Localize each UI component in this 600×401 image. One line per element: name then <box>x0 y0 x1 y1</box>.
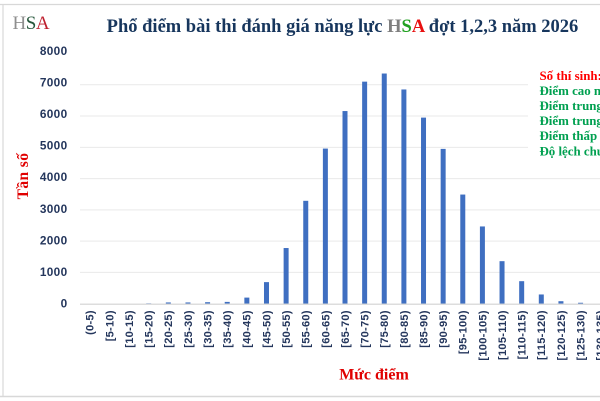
svg-text:3000: 3000 <box>40 202 68 216</box>
svg-text:Số thí sinh: 126.290: Số thí sinh: 126.290 <box>540 69 600 83</box>
svg-text:[80-85): [80-85) <box>399 310 411 348</box>
svg-text:[60-65): [60-65) <box>320 310 332 348</box>
svg-text:[40-45): [40-45) <box>242 310 254 348</box>
svg-text:Phổ điểm bài thi đánh giá năng: Phổ điểm bài thi đánh giá năng lực HSA đ… <box>107 17 579 37</box>
svg-text:Mức điểm: Mức điểm <box>339 366 409 383</box>
svg-text:[110-115): [110-115) <box>517 310 529 359</box>
svg-text:Tần số: Tần số <box>15 153 32 200</box>
svg-text:[15-20): [15-20) <box>144 310 156 348</box>
svg-text:[5-10): [5-10) <box>104 310 116 341</box>
svg-text:Điểm cao nhất: 135/150: Điểm cao nhất: 135/150 <box>540 84 600 98</box>
svg-text:[70-75): [70-75) <box>360 310 372 348</box>
svg-text:5000: 5000 <box>40 139 68 153</box>
svg-text:HSA: HSA <box>13 13 50 34</box>
svg-text:[25-30): [25-30) <box>183 310 195 348</box>
svg-text:1000: 1000 <box>40 265 68 279</box>
svg-text:[105-110): [105-110) <box>497 310 509 360</box>
svg-text:(0-5): (0-5) <box>85 310 97 335</box>
svg-text:[50-55): [50-55) <box>281 310 293 348</box>
svg-text:[130-135): [130-135) <box>595 310 600 360</box>
svg-text:7000: 7000 <box>40 75 68 89</box>
svg-text:[95-100): [95-100) <box>458 310 470 354</box>
svg-text:Độ lệch chuẩn: 13,9: Độ lệch chuẩn: 13,9 <box>540 144 600 158</box>
svg-text:[75-80): [75-80) <box>379 310 391 348</box>
svg-text:[35-40): [35-40) <box>222 310 234 348</box>
svg-text:4000: 4000 <box>40 170 68 184</box>
svg-text:6000: 6000 <box>40 107 68 121</box>
svg-text:8000: 8000 <box>40 44 68 58</box>
svg-text:Điểm thấp nhất: 31: Điểm thấp nhất: 31 <box>540 129 600 143</box>
svg-text:[115-120): [115-120) <box>536 310 548 360</box>
svg-text:[10-15): [10-15) <box>124 310 136 348</box>
svg-text:[20-25): [20-25) <box>163 310 175 348</box>
svg-text:[85-90): [85-90) <box>418 310 430 348</box>
svg-text:Điểm trung vị: 79,0: Điểm trung vị: 79,0 <box>540 114 600 128</box>
svg-text:Điểm trung bình: 79,2: Điểm trung bình: 79,2 <box>540 99 600 113</box>
svg-text:0: 0 <box>61 297 68 311</box>
svg-text:[90-95): [90-95) <box>438 310 450 348</box>
svg-text:[55-60): [55-60) <box>301 310 313 348</box>
svg-text:[125-130): [125-130) <box>575 310 587 360</box>
svg-text:[100-105): [100-105) <box>477 310 489 360</box>
svg-text:[120-125): [120-125) <box>556 310 568 360</box>
svg-text:[45-50): [45-50) <box>261 310 273 348</box>
svg-text:2000: 2000 <box>40 233 68 247</box>
svg-text:[30-35): [30-35) <box>203 310 215 348</box>
svg-text:[65-70): [65-70) <box>340 310 352 348</box>
